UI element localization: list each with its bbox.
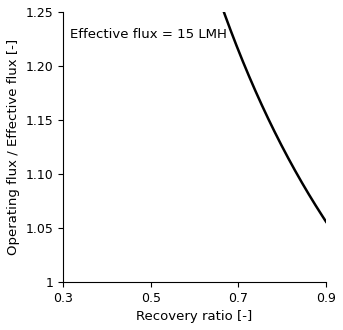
Y-axis label: Operating flux / Effective flux [-]: Operating flux / Effective flux [-]	[7, 39, 20, 255]
X-axis label: Recovery ratio [-]: Recovery ratio [-]	[137, 310, 253, 323]
Text: Effective flux = 15 LMH: Effective flux = 15 LMH	[70, 28, 226, 41]
